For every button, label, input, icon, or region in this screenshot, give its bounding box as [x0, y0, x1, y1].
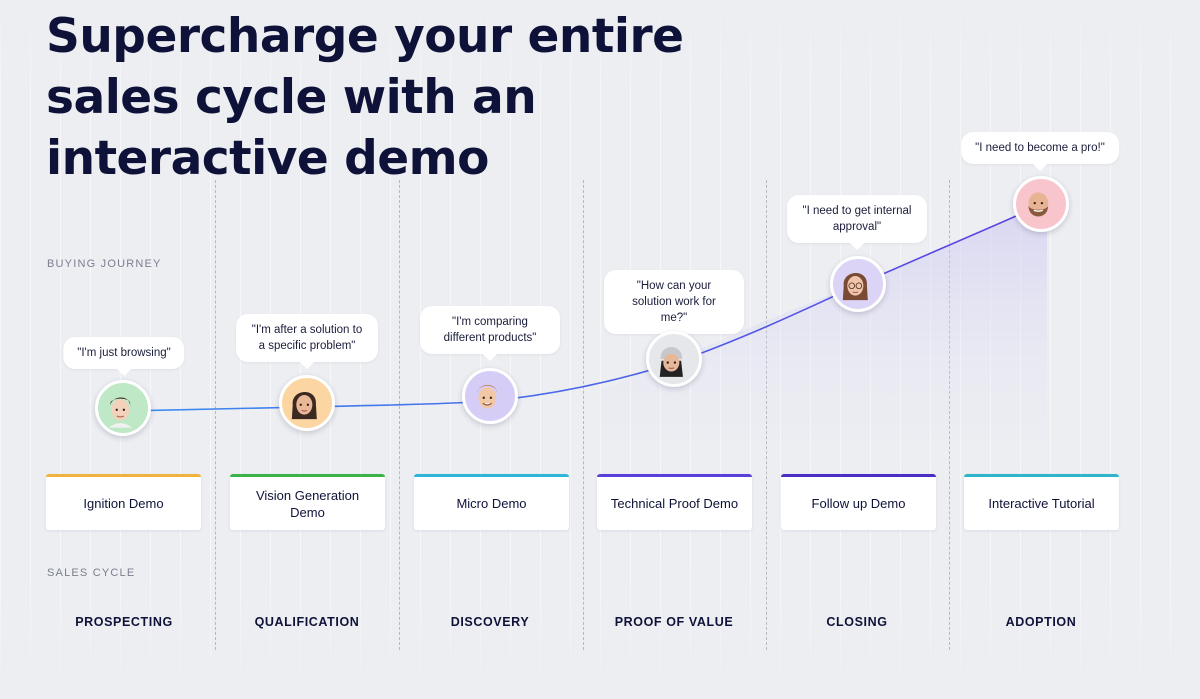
column-divider [583, 180, 584, 650]
stage-closing: CLOSING [826, 615, 888, 629]
person-avatar-icon [279, 375, 335, 431]
demo-card-label: Ignition Demo [83, 496, 164, 511]
demo-card-label: Micro Demo [456, 496, 527, 511]
stage-discovery: DISCOVERY [450, 615, 530, 629]
demo-card-label: Interactive Tutorial [988, 496, 1095, 511]
demo-card-label: Follow up Demo [811, 496, 906, 511]
quote-bubble-closing: "I need to get internal approval" [787, 195, 927, 243]
person-avatar-icon [95, 380, 151, 436]
demo-card-label: Technical Proof Demo [610, 496, 739, 511]
stage-proof-of-value: PROOF OF VALUE [614, 615, 734, 629]
avatar-face-icon [1028, 192, 1049, 217]
column-divider [215, 180, 216, 650]
demo-card-vision-generation[interactable]: Vision Generation Demo [230, 474, 385, 530]
title-line: sales cycle with an [46, 70, 537, 125]
quote-bubble-qualification: "I'm after a solution to a specific prob… [236, 314, 378, 362]
avatar-face-icon [291, 392, 317, 420]
column-divider [399, 180, 400, 650]
demo-card-follow-up[interactable]: Follow up Demo [781, 474, 936, 530]
demo-card-label: Vision Generation Demo [255, 487, 360, 520]
avatar-face-icon [477, 384, 498, 409]
buying-journey-label: BUYING JOURNEY [47, 258, 162, 270]
quote-bubble-proof-of-value: "How can your solution work for me?" [604, 270, 744, 334]
person-avatar-icon [830, 256, 886, 312]
demo-card-interactive-tutorial[interactable]: Interactive Tutorial [964, 474, 1119, 530]
quote-bubble-prospecting: "I'm just browsing" [63, 337, 185, 369]
stage-prospecting: PROSPECTING [75, 615, 173, 629]
demo-card-technical-proof[interactable]: Technical Proof Demo [597, 474, 752, 530]
person-avatar-icon [646, 331, 702, 387]
quote-bubble-adoption: "I need to become a pro!" [961, 132, 1119, 164]
avatar-face-icon [659, 346, 683, 377]
title-line: Supercharge your entire [46, 9, 684, 64]
sales-cycle-label: SALES CYCLE [47, 567, 136, 579]
avatar-face-icon [108, 397, 132, 428]
quote-bubble-discovery: "I'm comparing different products" [420, 306, 560, 354]
avatar-face-icon [842, 273, 868, 301]
demo-card-ignition[interactable]: Ignition Demo [46, 474, 201, 530]
demo-card-micro[interactable]: Micro Demo [414, 474, 569, 530]
page-title: Supercharge your entire sales cycle with… [46, 6, 686, 189]
journey-area [600, 205, 1047, 470]
person-avatar-icon [462, 368, 518, 424]
stage-adoption: ADOPTION [1005, 615, 1077, 629]
person-avatar-icon [1013, 176, 1069, 232]
stage-qualification: QUALIFICATION [254, 615, 360, 629]
title-line: interactive demo [46, 131, 489, 186]
